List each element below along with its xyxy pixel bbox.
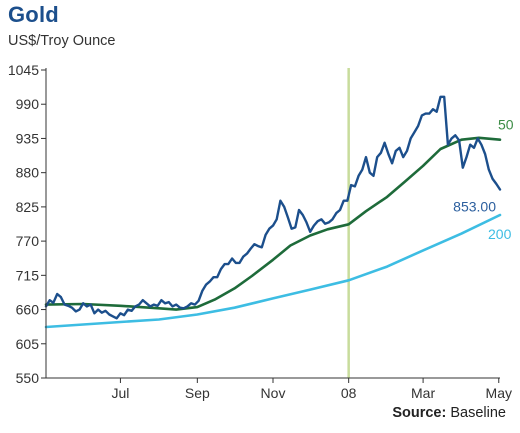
chart-title: Gold (8, 2, 59, 27)
price-series-line (44, 95, 502, 320)
y-tick-label: 605 (16, 336, 40, 352)
ma200-label: 200 (488, 226, 512, 242)
y-tick-label: 825 (16, 199, 40, 215)
ma200-series-line (44, 213, 502, 329)
source-value: Baseline (450, 405, 506, 421)
y-tick-label: 880 (16, 165, 40, 181)
y-tick-label: 550 (16, 370, 40, 386)
y-tick-label: 770 (16, 233, 40, 249)
y-tick-label: 990 (16, 96, 40, 112)
x-tick-label: May (486, 385, 512, 401)
x-tick-label: Sep (185, 385, 210, 401)
x-tick-label: Mar (411, 385, 435, 401)
price-end-label: 853.00 (453, 198, 496, 214)
source-label: Source: (392, 405, 447, 421)
y-tick-label: 660 (16, 302, 40, 318)
y-tick-label: 935 (16, 130, 40, 146)
axis-layer: 550 605 660 715 770 825 880 935 990 1045 Jul Sep Nov… (8, 62, 512, 401)
x-tick-label: Jul (111, 385, 129, 401)
source-note: Source: Baseline (392, 405, 506, 421)
ma50-label: 50 (498, 117, 514, 133)
series-layer (44, 95, 502, 329)
y-tick-label: 1045 (8, 62, 39, 78)
x-tick-label: 08 (341, 385, 357, 401)
ma50-series-line (44, 136, 502, 311)
label-layer: 853.00 50 200 (453, 117, 514, 242)
y-tick-label: 715 (16, 267, 40, 283)
x-tick-label: Nov (261, 385, 286, 401)
chart-subtitle: US$/Troy Ounce (8, 33, 116, 49)
